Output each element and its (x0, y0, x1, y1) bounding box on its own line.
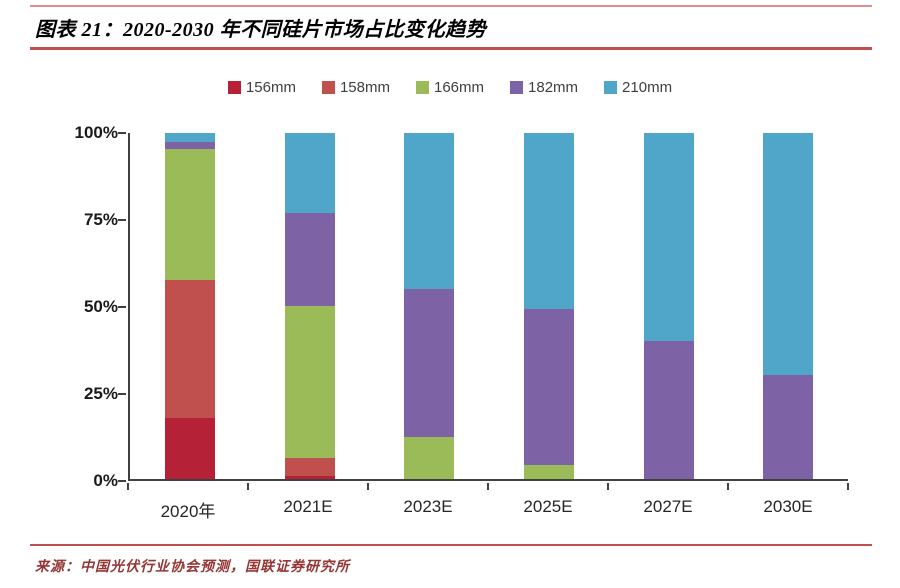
x-axis-label: 2027E (643, 497, 693, 516)
y-axis-tick (118, 306, 126, 308)
x-axis-label: 2021E (283, 497, 333, 516)
x-axis-label: 2020年 (160, 502, 216, 521)
bar-segment-210mm (164, 133, 215, 142)
legend-swatch-182mm (510, 81, 524, 94)
x-axis-tick (367, 483, 369, 490)
bar-column-2021E (250, 133, 370, 479)
legend-item: 210mm (604, 79, 672, 96)
bar-segment-182mm (164, 141, 215, 149)
legend-label: 210mm (622, 79, 673, 96)
legend-swatch-210mm (604, 81, 618, 94)
legend-swatch-158mm (321, 81, 335, 94)
x-axis-tick (127, 483, 129, 490)
bar-segment-210mm (643, 133, 694, 341)
bar-segment-210mm (284, 133, 335, 213)
bar-segment-210mm (523, 133, 574, 310)
bar-segment-166mm (284, 306, 335, 459)
y-tick-label: 100% (74, 123, 118, 142)
legend-item: 166mm (415, 79, 485, 96)
chart-title: 图表 21：2020-2030 年不同硅片市场占比变化趋势 (35, 19, 487, 41)
x-axis-tick (727, 483, 729, 490)
bar-segment-182mm (284, 212, 335, 307)
legend-label: 156mm (245, 79, 296, 96)
y-axis-tick (118, 219, 126, 221)
bar-columns (130, 133, 848, 479)
source-rule (30, 544, 872, 546)
y-axis-tick (118, 393, 126, 395)
y-tick-label: 25% (83, 384, 118, 403)
legend-label: 182mm (528, 79, 579, 96)
bar-column-2020年 (130, 133, 250, 479)
legend-label: 166mm (433, 79, 485, 96)
title-bottom-rule (30, 47, 872, 50)
bar-segment-182mm (763, 375, 814, 479)
x-axis-tick (847, 483, 849, 490)
source-note: 来源：中国光伏行业协会预测，国联证券研究所 (35, 560, 350, 575)
bar-segment-182mm (404, 288, 455, 438)
bar-stack (523, 133, 574, 479)
bar-segment-166mm (404, 437, 455, 479)
legend-item: 156mm (227, 79, 296, 96)
bar-stack (643, 133, 694, 479)
bar-column-2025E (489, 133, 609, 479)
x-axis-label: 2023E (403, 497, 453, 516)
x-axis-tick (487, 483, 489, 490)
bar-segment-182mm (643, 340, 694, 479)
y-tick-label: 50% (83, 297, 118, 316)
x-axis-label: 2030E (763, 497, 813, 516)
bar-column-2023E (369, 133, 489, 479)
legend-swatch-166mm (415, 81, 429, 94)
legend: 156mm 158mm 166mm 182mm 210mm (0, 79, 900, 96)
bar-segment-210mm (404, 133, 455, 289)
bar-segment-182mm (523, 309, 574, 466)
bar-segment-156mm (284, 475, 335, 479)
y-axis-tick (118, 480, 126, 482)
y-tick-label: 75% (83, 210, 118, 229)
y-tick-label: 0% (93, 471, 118, 490)
x-axis-tick (247, 483, 249, 490)
bar-stack (284, 133, 335, 479)
legend-label: 158mm (339, 79, 390, 96)
legend-item: 182mm (510, 79, 578, 96)
bar-segment-158mm (284, 458, 335, 476)
bar-segment-156mm (164, 418, 215, 479)
y-axis-tick (118, 132, 126, 134)
bar-segment-166mm (523, 465, 574, 479)
legend-item: 158mm (321, 79, 390, 96)
bar-segment-158mm (164, 280, 215, 419)
bar-column-2027E (609, 133, 729, 479)
plot-area (128, 133, 848, 481)
title-top-rule (30, 5, 872, 7)
legend-swatch-156mm (227, 81, 241, 94)
bar-stack (763, 133, 814, 479)
bar-segment-166mm (164, 148, 215, 281)
bar-stack (404, 133, 455, 479)
bar-column-2030E (728, 133, 848, 479)
x-axis-tick (607, 483, 609, 490)
bar-segment-210mm (763, 133, 814, 376)
x-axis-label: 2025E (523, 497, 573, 516)
x-axis-labels: 2020年 2021E 2023E 2025E 2027E 2030E (128, 497, 848, 522)
bar-stack (164, 133, 215, 479)
